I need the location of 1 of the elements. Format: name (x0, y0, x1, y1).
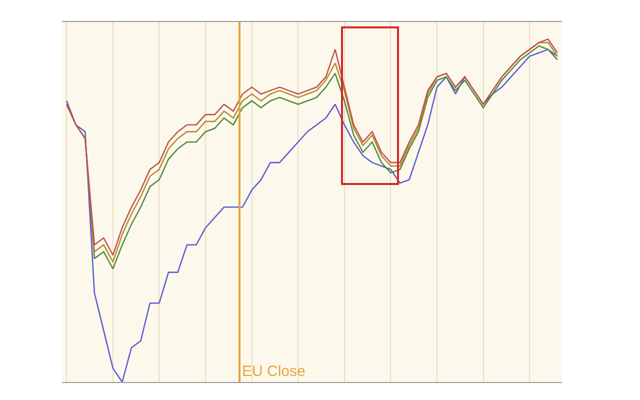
annotation: EU Close (242, 363, 306, 380)
